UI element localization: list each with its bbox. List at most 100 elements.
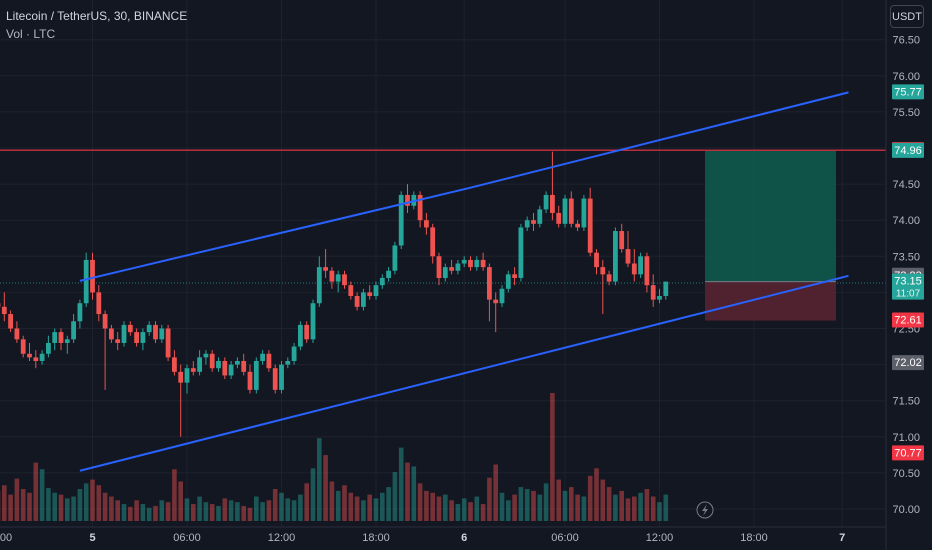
candle[interactable] (499, 285, 505, 307)
candle[interactable] (46, 335, 51, 358)
candle[interactable] (531, 212, 536, 232)
candle[interactable] (449, 259, 454, 275)
candle[interactable] (197, 350, 202, 376)
candle[interactable] (361, 288, 366, 311)
candle[interactable] (550, 151, 555, 221)
candle[interactable] (348, 281, 354, 300)
candle[interactable] (392, 241, 398, 275)
candle[interactable] (71, 314, 76, 343)
candle[interactable] (505, 270, 511, 293)
candle[interactable] (1, 292, 7, 322)
profit-zone[interactable] (705, 150, 836, 282)
candle[interactable] (77, 299, 83, 329)
candle[interactable] (102, 310, 108, 390)
candle[interactable] (657, 288, 662, 304)
candle[interactable] (304, 321, 310, 343)
candle[interactable] (436, 252, 442, 286)
candle[interactable] (146, 321, 152, 336)
candle[interactable] (373, 281, 379, 300)
candle[interactable] (417, 191, 423, 228)
candle[interactable] (468, 256, 473, 271)
candle[interactable] (228, 360, 234, 380)
candle[interactable] (638, 252, 643, 278)
candle[interactable] (335, 270, 341, 293)
candle[interactable] (184, 364, 190, 394)
candle[interactable] (172, 350, 177, 376)
candle[interactable] (594, 249, 599, 275)
candle[interactable] (487, 263, 492, 322)
candle[interactable] (461, 256, 467, 268)
candle[interactable] (90, 252, 95, 300)
candle[interactable] (568, 191, 574, 228)
currency-unit-button[interactable]: USDT (890, 5, 924, 28)
candle[interactable] (543, 191, 549, 213)
candle[interactable] (115, 332, 121, 351)
candlestick-series[interactable] (0, 151, 669, 437)
candle[interactable] (316, 256, 322, 307)
candle[interactable] (58, 328, 64, 351)
candle[interactable] (190, 360, 196, 376)
candle[interactable] (109, 324, 114, 343)
candle[interactable] (606, 270, 612, 286)
candle[interactable] (266, 350, 272, 372)
candle[interactable] (153, 321, 158, 343)
trend-drawings[interactable] (0, 91, 886, 472)
candle[interactable] (442, 263, 448, 282)
candle[interactable] (310, 299, 316, 343)
candle[interactable] (247, 364, 253, 394)
candle[interactable] (33, 350, 39, 369)
candle[interactable] (493, 292, 499, 333)
candle[interactable] (272, 364, 278, 394)
candle[interactable] (430, 223, 436, 264)
candle[interactable] (329, 267, 335, 289)
candle[interactable] (134, 328, 139, 347)
candle[interactable] (424, 212, 429, 235)
candle[interactable] (644, 252, 650, 293)
candle[interactable] (562, 194, 568, 228)
candle[interactable] (663, 281, 669, 300)
candle[interactable] (631, 249, 637, 282)
candle[interactable] (140, 328, 146, 351)
volume-indicator-label[interactable]: Vol · LTC (6, 27, 56, 41)
candle[interactable] (235, 357, 240, 369)
candle[interactable] (127, 321, 133, 336)
candle[interactable] (291, 342, 297, 365)
candle[interactable] (398, 191, 404, 250)
candle[interactable] (260, 350, 265, 365)
candle[interactable] (159, 324, 165, 343)
candle[interactable] (512, 267, 517, 286)
candle[interactable] (625, 231, 631, 268)
candle[interactable] (203, 350, 209, 365)
symbol-title[interactable]: Litecoin / TetherUS, 30, BINANCE (6, 9, 188, 23)
candle[interactable] (14, 321, 20, 343)
channel-upper-line[interactable] (79, 91, 849, 282)
candle[interactable] (650, 274, 656, 307)
candle[interactable] (354, 292, 360, 311)
candle[interactable] (405, 184, 410, 213)
candle[interactable] (587, 187, 593, 257)
candle[interactable] (222, 357, 228, 380)
candle[interactable] (96, 285, 102, 322)
candle[interactable] (613, 227, 618, 286)
lightning-icon[interactable] (696, 501, 714, 519)
candle[interactable] (518, 223, 524, 282)
candle[interactable] (386, 267, 391, 282)
candle[interactable] (474, 256, 480, 271)
candle[interactable] (581, 194, 587, 232)
candle[interactable] (64, 335, 70, 354)
candle[interactable] (216, 357, 221, 372)
candle[interactable] (619, 223, 625, 253)
candle[interactable] (178, 364, 184, 437)
candle[interactable] (480, 252, 486, 271)
candle[interactable] (279, 360, 284, 394)
candle[interactable] (342, 270, 347, 289)
candle[interactable] (52, 328, 58, 351)
time-axis[interactable]: 00 5 06:00 12:00 18:00 6 06:00 12:00 18:00 7 (0, 526, 886, 544)
candle[interactable] (367, 285, 373, 300)
long-position-tool[interactable] (705, 150, 836, 321)
candle[interactable] (209, 350, 215, 372)
candle[interactable] (39, 350, 45, 365)
candle[interactable] (323, 249, 328, 278)
candle[interactable] (285, 357, 291, 369)
